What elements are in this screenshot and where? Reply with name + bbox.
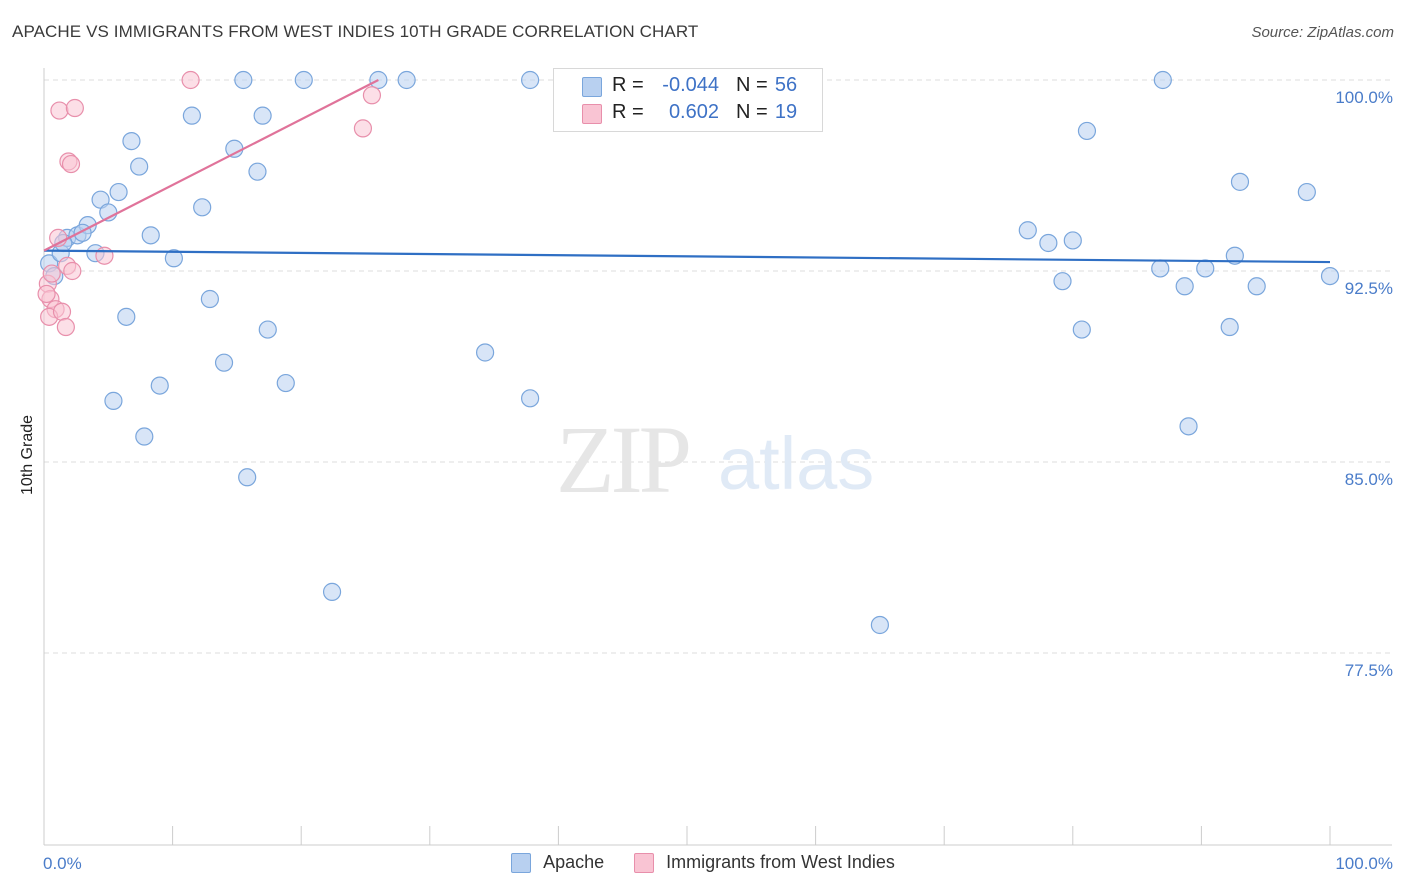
watermark: ZIP atlas [556,406,874,513]
n-value: 56 [774,74,798,96]
apache-point [1179,417,1198,436]
stats-legend: R = -0.044 N = 56 R = 0.602 N = 19 [553,68,823,132]
apache-point [1053,272,1072,291]
apache-point [117,307,136,326]
stats-row-west-indies: R = 0.602 N = 19 [554,100,822,126]
r-value: -0.044 [662,74,719,96]
points [37,70,1340,635]
bottom-legend: Apache Immigrants from West Indies [0,852,1406,873]
legend-label-apache: Apache [543,852,605,872]
west-indies-point [50,101,69,120]
apache-point [150,376,169,395]
west-indies-legend-swatch-icon [634,852,655,873]
r-label: R = [612,74,644,96]
apache-point [248,162,267,181]
apache-trend-line [43,249,1331,264]
apache-point [521,389,540,408]
apache-point [870,615,890,635]
west-indies-point [181,70,200,90]
apache-point [122,132,141,151]
apache-point [475,343,495,362]
apache-point [135,427,154,446]
legend-label-west-indies: Immigrants from West Indies [666,852,895,872]
apache-point [1175,277,1194,296]
apache-point [214,353,234,372]
n-value: 19 [774,101,798,123]
y-tick-label: 92.5% [1345,279,1393,298]
apache-point [1018,221,1037,240]
apache-point [1225,246,1244,265]
apache-point [109,182,128,202]
west-indies-point [65,98,84,118]
apache-point [1063,231,1082,250]
apache-point [276,373,295,393]
apache-point [294,70,313,90]
west-indies-point [362,86,382,105]
west-indies-swatch-icon [582,104,602,124]
west-indies-point [61,154,81,174]
apache-point [258,320,277,339]
trend-lines [43,79,1331,264]
apache-point [1077,121,1097,141]
west-indies-point [42,264,61,283]
axes [43,68,1392,846]
apache-point [1320,266,1340,286]
west-indies-point [37,284,56,304]
apache-point [130,157,149,176]
apache-point [1196,259,1215,278]
apache-point [1297,182,1316,202]
apache-point [397,70,416,90]
apache-point [238,468,257,487]
x-tick-label: 100.0% [1335,854,1393,873]
y-tick-label: 85.0% [1345,470,1393,489]
apache-point [234,70,253,90]
r-value: 0.602 [668,101,719,123]
apache-point [322,582,342,601]
r-label: R = [612,101,644,123]
apache-point [193,198,212,217]
source-label: Source: ZipAtlas.com [1251,24,1394,41]
apache-point [521,70,540,90]
legend-item-west-indies[interactable]: Immigrants from West Indies [634,852,895,873]
watermark-zip: ZIP [556,406,689,513]
apache-point [1151,259,1170,278]
apache-point [1247,277,1266,296]
apache-point [1230,172,1250,191]
apache-swatch-icon [582,77,602,97]
apache-point [164,249,183,268]
apache-point [141,226,160,245]
x-tick-label: 0.0% [43,854,82,873]
west-indies-point [63,261,82,281]
apache-point [1039,233,1058,253]
west-indies-point [95,246,114,265]
apache-point [200,289,219,309]
stats-row-apache: R = -0.044 N = 56 [554,73,822,99]
apache-point [1072,320,1091,339]
n-label: N = [736,74,768,96]
gridlines [44,79,1392,654]
y-tick-label: 100.0% [1335,88,1393,107]
apache-legend-swatch-icon [511,852,532,873]
west-indies-point [52,302,72,321]
n-label: N = [736,101,768,123]
apache-point [1220,317,1239,337]
apache-point [1153,70,1172,90]
west-indies-point [353,119,373,138]
apache-point [104,391,123,410]
apache-point [182,106,201,125]
watermark-atlas: atlas [718,422,874,505]
legend-item-apache[interactable]: Apache [511,852,604,873]
west-indies-point [56,317,75,337]
y-tick-label: 77.5% [1345,661,1393,680]
chart-title: APACHE VS IMMIGRANTS FROM WEST INDIES 10… [12,22,699,41]
west-indies-trend-line [43,79,379,252]
tick-labels: 100.0% 92.5% 85.0% 77.5% 0.0% 100.0% [43,88,1393,873]
apache-point [253,106,272,125]
